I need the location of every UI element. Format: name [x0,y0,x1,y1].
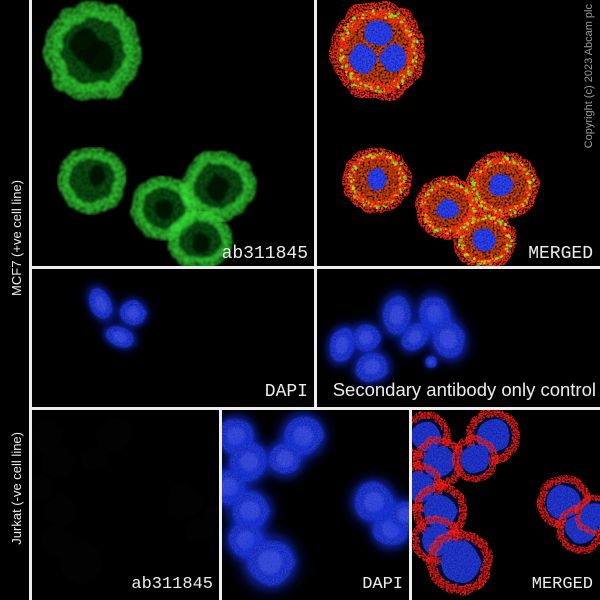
svg-text:ab311845: ab311845 [131,575,213,594]
svg-text:Secondary antibody only contro: Secondary antibody only control [333,379,596,400]
svg-text:ab311845: ab311845 [222,244,308,264]
svg-text:MERGED: MERGED [528,244,593,264]
svg-text:DAPI: DAPI [362,575,403,594]
svg-text:MERGED: MERGED [532,575,593,594]
svg-text:DAPI: DAPI [265,382,308,402]
